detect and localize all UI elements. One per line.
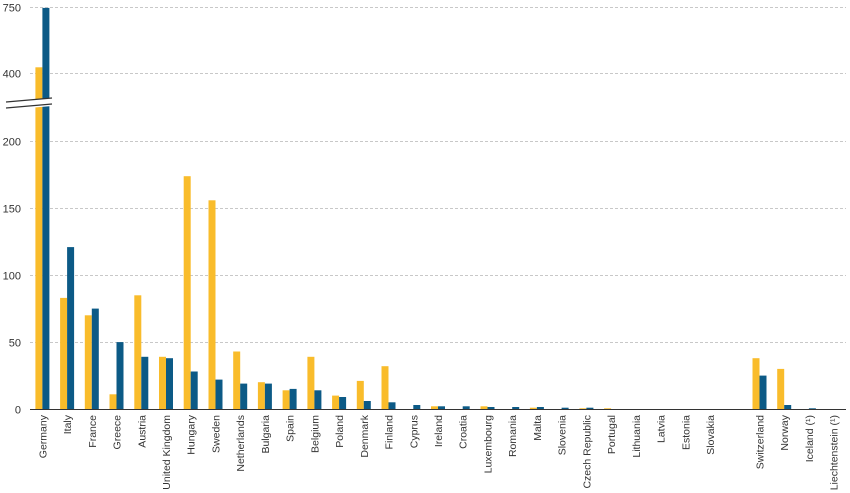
bar-s1-Belgium: [307, 356, 315, 409]
bar-s1-France: [84, 315, 92, 409]
bar-s2-Slovenia: [561, 407, 569, 409]
bar-s1-Poland: [332, 395, 340, 409]
bar-s1-Denmark: [356, 380, 364, 409]
x-tick-label: Greece: [112, 415, 124, 450]
labels: 0 50 100 150 200 400 750 Germany Italy France Gree…: [3, 3, 841, 491]
bar-s2-Iceland (¹): [808, 408, 816, 409]
x-tick-label: Liechtenstein (¹): [829, 415, 841, 490]
x-tick-label: Romania: [507, 415, 519, 457]
x-tick-label: Hungary: [186, 414, 198, 454]
bar-s1-Finland: [381, 366, 389, 409]
bar-s2-Cyprus: [413, 405, 421, 409]
x-tick-label: Latvia: [656, 415, 668, 443]
x-tick-label: Malta: [532, 415, 544, 441]
bar-s2-Switzerland: [759, 375, 767, 409]
x-tick-label: Finland: [384, 415, 396, 450]
grid: [30, 7, 846, 343]
axes: [5, 97, 846, 410]
bar-s1-Malta: [529, 407, 537, 409]
bar-s1-Norway: [777, 368, 785, 409]
bar-s1-Italy: [60, 297, 68, 409]
y-tick-label-150: 150: [3, 204, 21, 216]
bar-s1-Czech Republic: [579, 408, 587, 409]
bar-s1-Sweden: [208, 200, 216, 409]
x-tick-label: Lithuania: [631, 415, 643, 458]
bar-s1-Ireland: [431, 406, 438, 409]
bar-s2-France: [91, 308, 99, 409]
bar-s2-Luxembourg: [487, 407, 495, 409]
x-tick-label: Slovakia: [705, 415, 717, 455]
y-tick-label-0: 0: [15, 405, 21, 417]
x-tick-label: Austria: [136, 415, 148, 448]
x-tick-label: Germany: [37, 414, 49, 458]
bar-s1-Hungary: [183, 176, 191, 409]
axis-break-marker: [5, 97, 53, 110]
bar-s2-Germany: [42, 7, 50, 410]
bar-s1-Spain: [282, 390, 290, 409]
x-tick-label: Bulgaria: [260, 415, 272, 454]
bar-s2-Italy: [67, 247, 75, 409]
bar-s2-United Kingdom: [166, 358, 173, 409]
x-tick-label: Belgium: [309, 415, 321, 453]
bar-s1-Germany: [35, 67, 43, 410]
bar-s2-Netherlands: [240, 383, 248, 409]
bar-s2-Czech Republic: [586, 407, 594, 409]
y-tick-label-200: 200: [3, 137, 21, 149]
x-tick-label: Estonia: [680, 415, 692, 450]
bar-s2-Spain: [289, 388, 297, 409]
x-tick-label: Croatia: [458, 415, 470, 449]
x-tick-label: Italy: [62, 414, 74, 434]
y-tick-label-100: 100: [3, 271, 21, 283]
bar-s2-Bulgaria: [264, 383, 272, 409]
x-tick-label: Netherlands: [235, 415, 247, 472]
bar-s2-Sweden: [215, 379, 223, 409]
x-tick-label: Denmark: [359, 414, 371, 457]
bar-s2-Austria: [141, 356, 149, 409]
bars: [35, 7, 816, 410]
x-tick-label: Cyprus: [408, 415, 420, 448]
bar-s1-Austria: [134, 295, 142, 409]
bar-s2-Norway: [784, 405, 792, 409]
x-tick-label: Norway: [779, 414, 791, 450]
bar-s2-Romania: [512, 407, 520, 409]
bar-s1-Portugal: [604, 408, 612, 409]
x-tick-label: France: [87, 415, 99, 448]
bar-s2-Finland: [388, 402, 396, 409]
x-tick-label: Iceland (¹): [804, 415, 816, 462]
x-tick-label: Slovenia: [557, 415, 569, 455]
bar-s2-Malta: [536, 407, 544, 409]
x-tick-label: Spain: [285, 415, 297, 442]
y-tick-label-50: 50: [9, 338, 21, 350]
bar-s2-Denmark: [363, 401, 371, 409]
bar-s2-Ireland: [438, 406, 445, 409]
bar-s2-Greece: [116, 342, 124, 409]
bar-s1-Switzerland: [752, 358, 760, 409]
bar-s2-Belgium: [314, 390, 322, 409]
x-tick-label: Poland: [334, 415, 346, 448]
x-tick-label: Sweden: [211, 415, 223, 453]
bar-s2-Croatia: [462, 406, 470, 409]
bar-s1-Greece: [109, 394, 117, 409]
x-tick-label: Czech Republic: [581, 415, 593, 489]
x-tick-label: Switzerland: [755, 415, 767, 469]
x-tick-label: Ireland: [433, 415, 445, 447]
bar-s2-Poland: [339, 397, 347, 409]
bar-s1-Bulgaria: [257, 382, 265, 409]
bar-s2-Hungary: [190, 371, 198, 409]
y-tick-label-400: 400: [3, 69, 21, 81]
x-tick-label: Portugal: [606, 415, 618, 454]
y-tick-label-750: 750: [3, 3, 21, 15]
x-tick-label: Luxembourg: [483, 415, 495, 474]
bar-s1-United Kingdom: [159, 356, 166, 409]
bar-s1-Luxembourg: [480, 406, 488, 409]
bar-s1-Netherlands: [233, 351, 241, 409]
x-tick-label: United Kingdom: [161, 415, 173, 490]
